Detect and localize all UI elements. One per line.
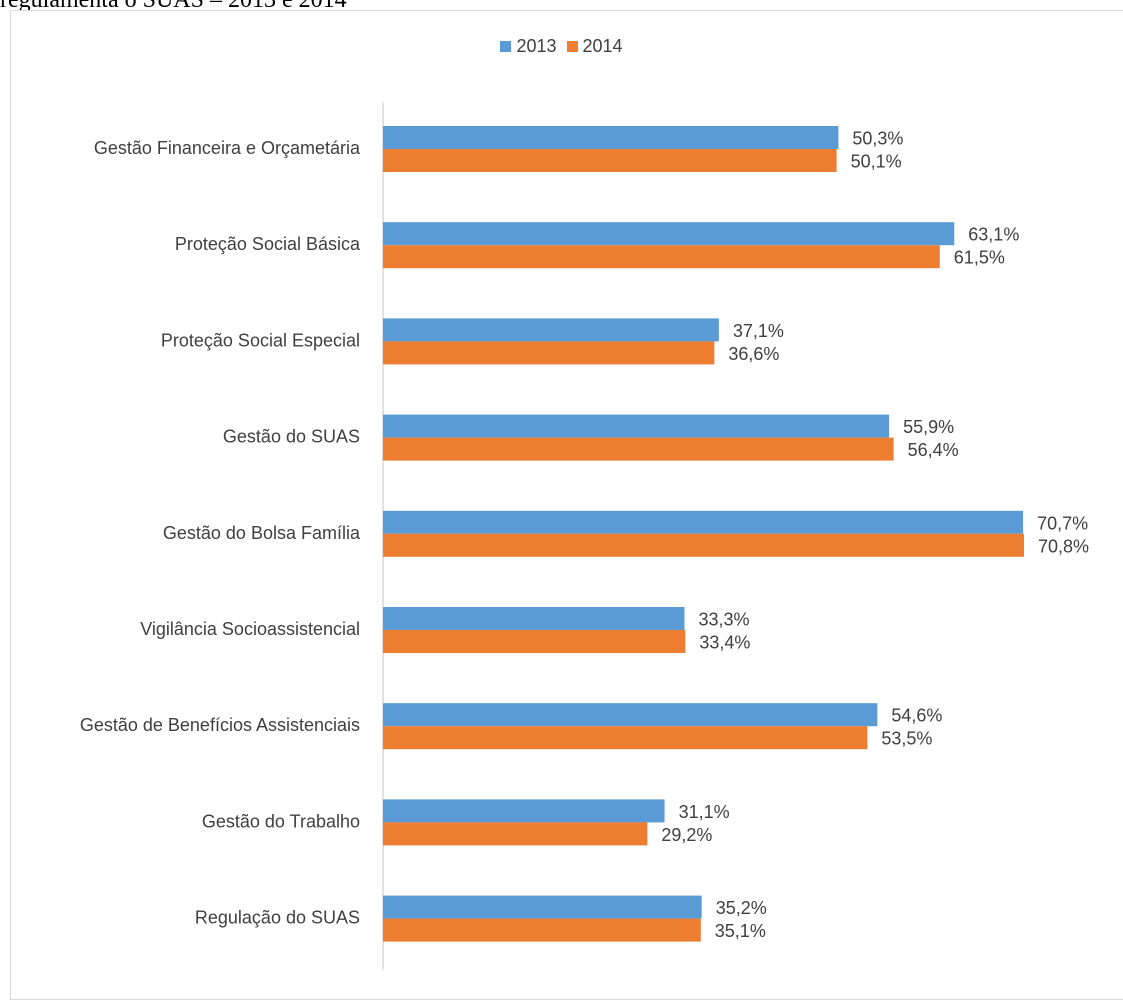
data-label-2013: 37,1% [733, 321, 784, 341]
category-label: Gestão do Trabalho [202, 811, 360, 831]
bar-2013 [383, 414, 890, 438]
data-label-2014: 61,5% [954, 248, 1005, 268]
bar-2013 [383, 607, 685, 630]
category-label: Proteção Social Especial [161, 330, 360, 350]
category-label: Gestão do SUAS [223, 427, 360, 447]
legend-swatch-2014 [566, 41, 578, 52]
data-label-2014: 33,4% [699, 633, 750, 653]
data-label-2013: 35,2% [716, 898, 767, 918]
legend-label-2013: 2013 [516, 36, 557, 56]
data-label-2013: 31,1% [679, 802, 730, 822]
bar-2013 [383, 510, 1024, 534]
category-label: Proteção Social Básica [175, 234, 361, 254]
bar-2014 [383, 341, 715, 365]
bar-2014 [383, 437, 894, 461]
legend-swatch-2013 [500, 41, 512, 52]
bar-2013 [383, 895, 702, 919]
data-label-2014: 70,8% [1038, 536, 1089, 556]
bar-2013 [383, 318, 719, 342]
data-label-2014: 53,5% [881, 729, 932, 749]
bar-2014 [383, 533, 1024, 557]
legend-item-2014: 2014 [566, 36, 623, 57]
data-label-2013: 70,7% [1037, 513, 1088, 533]
chart-legend: 2013 2014 [0, 36, 1123, 57]
data-label-2014: 50,1% [851, 152, 902, 172]
data-label-2014: 36,6% [728, 344, 779, 364]
legend-item-2013: 2013 [500, 36, 557, 57]
data-label-2013: 54,6% [891, 706, 942, 726]
bar-2013 [383, 703, 878, 727]
bar-2013 [383, 799, 665, 823]
category-label: Regulação do SUAS [195, 908, 360, 928]
bar-2014 [383, 630, 686, 653]
category-label: Gestão Financeira e Orçametária [94, 138, 361, 158]
bar-2013 [383, 222, 955, 246]
bar-2013 [383, 126, 839, 149]
bar-2014 [383, 822, 648, 846]
bar-2014 [383, 149, 837, 172]
bar-2014 [383, 245, 940, 269]
figure-caption: regulamenta o SUAS – 2013 e 2014 [0, 0, 347, 13]
data-label-2013: 55,9% [903, 417, 954, 437]
bar-2014 [383, 726, 868, 750]
category-label: Gestão de Benefícios Assistenciais [80, 715, 360, 735]
data-label-2013: 50,3% [852, 129, 903, 149]
category-label: Gestão do Bolsa Família [163, 523, 361, 543]
bar-2014 [383, 918, 701, 942]
legend-label-2014: 2014 [582, 36, 623, 56]
data-label-2013: 33,3% [698, 610, 749, 630]
data-label-2014: 35,1% [715, 921, 766, 941]
data-label-2014: 29,2% [661, 825, 712, 845]
category-label: Vigilância Socioassistencial [140, 619, 360, 639]
data-label-2014: 56,4% [908, 440, 959, 460]
data-label-2013: 63,1% [968, 225, 1019, 245]
